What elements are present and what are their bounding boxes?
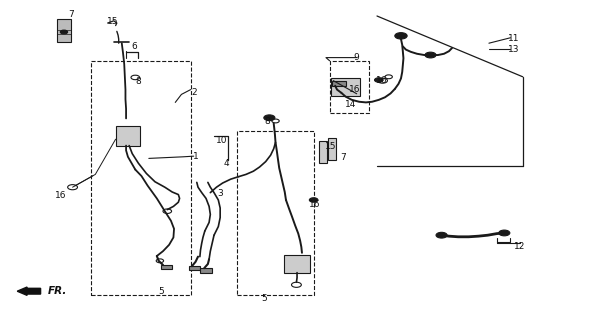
- Bar: [332, 81, 346, 86]
- Bar: [116, 126, 140, 146]
- Bar: [161, 265, 172, 269]
- Circle shape: [375, 78, 383, 82]
- Bar: [237, 131, 314, 295]
- Text: 1: 1: [192, 152, 199, 161]
- Bar: [189, 266, 200, 270]
- Text: 16: 16: [376, 76, 387, 85]
- Bar: [331, 78, 360, 96]
- Text: 14: 14: [345, 100, 356, 108]
- Bar: [330, 61, 369, 113]
- Circle shape: [309, 198, 318, 202]
- Text: 5: 5: [158, 287, 164, 296]
- Circle shape: [436, 232, 447, 238]
- Circle shape: [395, 33, 407, 39]
- Text: 16: 16: [349, 85, 360, 94]
- Bar: [328, 138, 336, 160]
- Bar: [200, 268, 212, 273]
- Text: 10: 10: [216, 136, 227, 145]
- Text: 5: 5: [261, 294, 268, 303]
- Text: 6: 6: [131, 42, 137, 51]
- Text: 11: 11: [508, 34, 519, 43]
- Text: 15: 15: [107, 17, 118, 26]
- FancyArrow shape: [17, 287, 41, 295]
- Bar: [91, 61, 191, 295]
- Text: 12: 12: [514, 242, 525, 251]
- Circle shape: [499, 230, 510, 236]
- Text: 4: 4: [223, 159, 229, 168]
- Text: 8: 8: [135, 77, 141, 86]
- Circle shape: [264, 115, 275, 121]
- Text: 7: 7: [68, 10, 74, 19]
- Circle shape: [425, 52, 436, 58]
- Bar: [284, 255, 310, 273]
- Bar: [319, 141, 327, 163]
- Text: 7: 7: [340, 153, 346, 162]
- Text: FR.: FR.: [48, 286, 68, 296]
- Text: 9: 9: [354, 53, 360, 62]
- Bar: [57, 19, 71, 42]
- Text: 15: 15: [325, 142, 336, 151]
- Text: 2: 2: [191, 88, 197, 97]
- Circle shape: [60, 30, 68, 34]
- Text: 13: 13: [508, 45, 519, 54]
- Text: 3: 3: [217, 189, 223, 198]
- Text: 8: 8: [264, 117, 271, 126]
- Text: 16: 16: [55, 191, 66, 200]
- Text: 16: 16: [309, 200, 320, 209]
